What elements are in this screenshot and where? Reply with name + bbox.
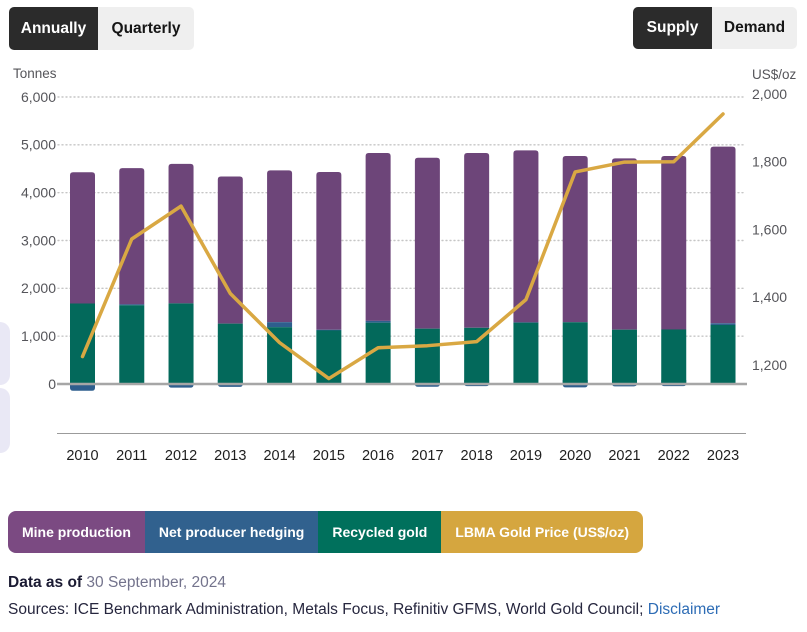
bar-mine-production[interactable] xyxy=(168,163,194,304)
bar-recycled-gold[interactable] xyxy=(513,322,539,384)
chart-legend: Mine production Net producer hedging Recyc… xyxy=(8,511,643,553)
bar-hedging-positive[interactable] xyxy=(316,329,342,331)
bar-recycled-gold[interactable] xyxy=(611,329,637,384)
left-axis-title: Tonnes xyxy=(13,66,57,81)
edge-widget-top[interactable] xyxy=(0,322,10,385)
bar-recycled-gold[interactable] xyxy=(562,322,588,384)
tab-supply[interactable]: Supply xyxy=(633,7,712,49)
tab-annually[interactable]: Annually xyxy=(9,7,98,50)
bar-hedging-positive[interactable] xyxy=(119,304,145,306)
bar-mine-production[interactable] xyxy=(119,168,145,305)
bar-recycled-gold[interactable] xyxy=(464,327,490,384)
x-axis-year-label: 2022 xyxy=(658,448,690,464)
disclaimer-link[interactable]: Disclaimer xyxy=(647,601,721,618)
x-axis-year-label: 2016 xyxy=(362,448,394,464)
bar-hedging-positive[interactable] xyxy=(267,322,293,328)
left-axis-tick: 0 xyxy=(48,376,56,392)
right-axis-title: US$/oz xyxy=(752,67,797,82)
data-as-of-label: Data as of xyxy=(8,574,83,591)
right-axis-tick: 1,600 xyxy=(752,221,787,237)
bar-recycled-gold[interactable] xyxy=(70,303,95,384)
frequency-toggle: Annually Quarterly xyxy=(9,7,194,50)
bar-mine-production[interactable] xyxy=(316,172,342,330)
x-axis-year-label: 2012 xyxy=(165,448,197,464)
x-axis-year-label: 2019 xyxy=(510,448,542,464)
legend-item[interactable]: LBMA Gold Price (US$/oz) xyxy=(441,511,643,553)
bar-recycled-gold[interactable] xyxy=(168,303,194,384)
left-axis-tick: 1,000 xyxy=(21,328,56,344)
bar-recycled-gold[interactable] xyxy=(316,330,342,384)
legend-item[interactable]: Recycled gold xyxy=(318,511,442,553)
x-axis-year-label: 2015 xyxy=(313,448,345,464)
bar-recycled-gold[interactable] xyxy=(119,305,145,384)
left-axis-tick: 2,000 xyxy=(21,280,56,296)
bar-mine-production[interactable] xyxy=(414,157,440,329)
bar-hedging-positive[interactable] xyxy=(365,320,391,323)
x-axis-year-label: 2017 xyxy=(411,448,443,464)
supply-chart: 2010 2011 2012 2013 2014 2015 2016 2017 2018 2019… xyxy=(13,66,797,464)
left-axis-tick: 3,000 xyxy=(21,232,56,248)
bar-mine-production[interactable] xyxy=(710,146,736,324)
data-as-of: Data as of 30 September, 2024 xyxy=(8,574,226,592)
bar-mine-production[interactable] xyxy=(267,170,293,323)
bar-mine-production[interactable] xyxy=(562,156,588,323)
x-axis-year-label: 2018 xyxy=(461,448,493,464)
edge-widget-bottom[interactable] xyxy=(0,388,10,453)
x-axis-year-label: 2023 xyxy=(707,448,739,464)
sources-line: Sources: ICE Benchmark Administration, M… xyxy=(8,601,720,619)
legend-item[interactable]: Mine production xyxy=(8,511,145,553)
bar-recycled-gold[interactable] xyxy=(217,323,243,384)
right-axis-tick: 1,200 xyxy=(752,357,787,373)
sources-text: Sources: ICE Benchmark Administration, M… xyxy=(8,601,644,618)
right-axis-tick: 2,000 xyxy=(752,86,787,102)
left-axis-tick: 4,000 xyxy=(21,185,56,201)
bar-recycled-gold[interactable] xyxy=(661,329,687,384)
tab-quarterly[interactable]: Quarterly xyxy=(98,7,194,50)
bar-mine-production[interactable] xyxy=(611,158,637,330)
bar-recycled-gold[interactable] xyxy=(710,324,736,384)
lbma-gold-price-line[interactable] xyxy=(80,112,725,381)
bar-mine-production[interactable] xyxy=(70,172,95,304)
bar-recycled-gold[interactable] xyxy=(414,328,440,384)
bar-hedging-positive[interactable] xyxy=(710,323,736,325)
x-axis-year-label: 2010 xyxy=(66,448,98,464)
legend-item[interactable]: Net producer hedging xyxy=(144,511,319,553)
data-as-of-value: 30 September, 2024 xyxy=(86,574,227,591)
bar-mine-production[interactable] xyxy=(365,152,391,321)
x-axis-year-label: 2011 xyxy=(116,448,147,464)
x-axis-year-label: 2021 xyxy=(608,448,640,464)
right-axis-tick: 1,400 xyxy=(752,289,787,305)
bar-mine-production[interactable] xyxy=(661,155,687,330)
x-axis-year-label: 2013 xyxy=(214,448,246,464)
bar-mine-production[interactable] xyxy=(464,152,490,328)
supply-demand-toggle: Supply Demand xyxy=(633,7,797,49)
tab-demand[interactable]: Demand xyxy=(712,7,797,49)
x-axis-year-label: 2020 xyxy=(559,448,591,464)
x-axis-year-label: 2014 xyxy=(263,448,295,464)
right-axis-tick: 1,800 xyxy=(752,154,787,170)
left-axis-tick: 6,000 xyxy=(21,89,56,105)
bar-mine-production[interactable] xyxy=(217,176,243,324)
left-axis-tick: 5,000 xyxy=(21,137,56,153)
